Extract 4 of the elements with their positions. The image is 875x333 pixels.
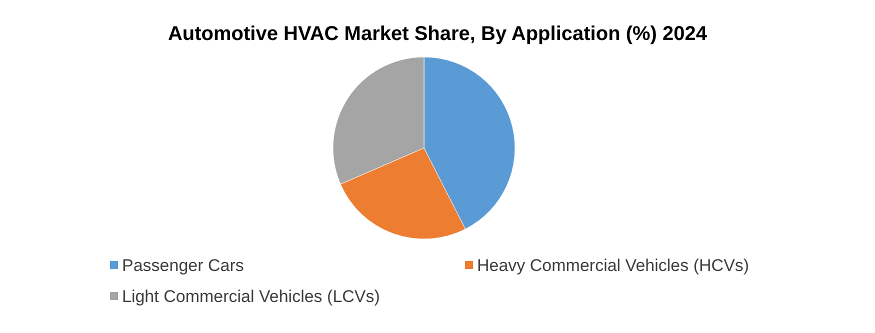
chart-title: Automotive HVAC Market Share, By Application (%) 2024 <box>168 23 708 45</box>
legend-label: Heavy Commercial Vehicles (HCVs) <box>477 256 750 275</box>
legend-label: Passenger Cars <box>122 256 244 275</box>
legend-label: Light Commercial Vehicles (LCVs) <box>122 287 380 306</box>
